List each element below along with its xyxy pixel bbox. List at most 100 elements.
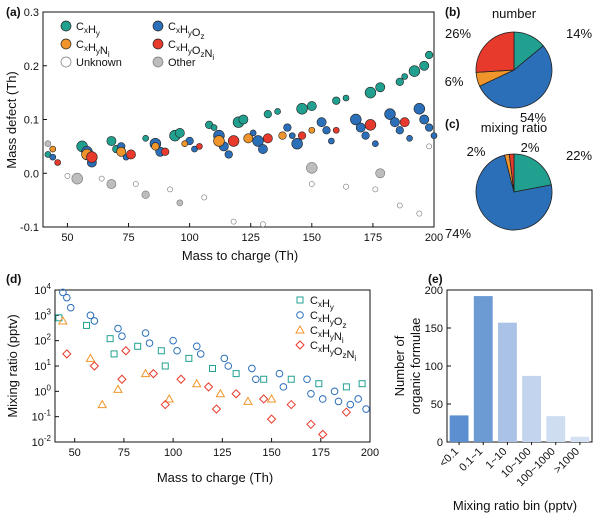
panel-a-point-CxHyOzNi — [332, 126, 340, 134]
panel-d-legend-marker-CxHyOz — [296, 311, 304, 319]
panel-a-point-CxHyOz — [49, 153, 57, 161]
panel-d-point-CxHyOz — [307, 389, 315, 398]
panel-a-point-Unknown — [167, 186, 173, 193]
panel-a-point-CxHyNi — [243, 133, 254, 144]
panel-a-point-CxHy — [401, 73, 408, 80]
panel-d-point-CxHy — [232, 370, 240, 378]
panel-a-point-Unknown — [98, 175, 105, 182]
panel-a-point-CxHyOzNi — [54, 159, 61, 166]
panel-a-point-CxHy — [395, 77, 404, 86]
panel-d-ytick-label: 103 — [34, 307, 51, 322]
panel-a-point-Unknown — [308, 181, 315, 187]
panel-a-ytick-label: 0.0 — [24, 168, 39, 180]
panel-e-ylabel-2: organic formulae — [408, 318, 423, 415]
panel-d-point-CxHyOz — [252, 375, 260, 384]
pie-label-CxHyOzNi: 2% — [521, 140, 540, 155]
panel-a-legend-marker-CxHyNi — [60, 38, 72, 50]
panel-a-point-CxHyOz — [355, 122, 366, 133]
panel-a-point-CxHyOz — [430, 132, 438, 139]
panel-d-point-CxHyNi — [85, 353, 96, 362]
panel-e-label: (e) — [428, 272, 443, 286]
panel-d-xlabel: Mass to charge (Th) — [157, 470, 273, 485]
panel-a-legend-marker-CxHyOzNi — [152, 38, 164, 50]
pie-label-CxHyOz: 74% — [445, 226, 471, 241]
panel-a-point-Unknown — [132, 181, 139, 187]
panel-a-point-CxHy — [332, 96, 341, 105]
panel-a-point-CxHy — [274, 108, 281, 115]
panel-d-legend-box — [292, 292, 362, 358]
panel-a-point-CxHyOz — [372, 140, 379, 147]
panel-d-legend-label-CxHyOzNi: CxHyOzNi — [310, 340, 356, 363]
panel-e-ytick-label: 200 — [425, 285, 443, 297]
panel-d-point-CxHy — [106, 335, 114, 343]
panel-a-points — [44, 50, 438, 228]
panel-a-point-CxHyOz — [249, 129, 257, 137]
panel-a-point-CxHy — [238, 114, 249, 125]
panel-d-ticks: 50 75 100 125 150 175 200 10-2 10-1 100 101 102 103 1… — [32, 282, 380, 459]
panel-a-xtick-label: 125 — [242, 232, 260, 244]
panel-a-point-CxHyOz — [413, 103, 426, 115]
panel-d-point-CxHyOz — [192, 342, 201, 351]
panel-e: (e) 050100150200<0.10.1~11~1010~100100~1… — [392, 272, 593, 513]
panel-d-label: (d) — [6, 272, 21, 286]
panel-a-point-CxHy — [364, 86, 377, 99]
panel-a-label: (a) — [6, 5, 21, 19]
panel-e-frame — [446, 289, 593, 443]
panel-a-ytick-label: 0.3 — [24, 7, 39, 19]
panel-a-ytick-label: -0.1 — [20, 222, 39, 234]
panel-a-legend-label-Unknown: Unknown — [76, 57, 122, 69]
panel-a-point-CxHyOzNi — [297, 131, 307, 140]
panel-a: (a) 50 75 100 125 150 175 200-0.10.00.10.20.3 … — [4, 5, 443, 263]
panel-a-point-CxHyOzNi — [399, 117, 410, 128]
panel-d-point-CxHyOzNi — [258, 394, 269, 404]
panel-c-title: mixing ratio — [481, 120, 547, 135]
panel-d-point-CxHyOzNi — [176, 374, 186, 384]
panel-a-point-Unknown — [416, 210, 423, 217]
panel-a-point-CxHyOzNi — [126, 149, 136, 160]
panel-d-point-CxHyOzNi — [266, 414, 277, 424]
panel-d-point-CxHyNi — [140, 368, 151, 378]
panel-d-point-CxHyNi — [191, 378, 202, 388]
panel-d-point-CxHyOzNi — [117, 374, 127, 384]
panel-a-ytick-label: 0.1 — [24, 115, 39, 127]
panel-c-pie: 22% 74% 2% 2% — [445, 140, 592, 241]
panel-d-ytick-label: 10-1 — [32, 409, 52, 424]
panel-a-point-CxHy — [419, 60, 430, 71]
panel-a-xlabel: Mass to charge (Th) — [182, 248, 298, 263]
panel-d-point-CxHy — [358, 380, 366, 388]
panel-d-point-CxHyOzNi — [160, 399, 170, 410]
pie-label-CxHy: 22% — [566, 148, 592, 163]
panel-a-xtick-label: 100 — [180, 232, 198, 244]
panel-d-point-CxHy — [83, 321, 90, 329]
panel-d-point-CxHy — [260, 375, 268, 383]
panel-a-legend: CxHy CxHyOz CxHyNi CxHyOzNi Unknown Other — [58, 18, 228, 78]
pie-label-CxHyOzNi: 26% — [445, 26, 471, 41]
panel-d-xtick-label: 150 — [262, 447, 280, 459]
panel-d-point-CxHyOz — [354, 395, 362, 403]
panel-d-point-CxHyOzNi — [341, 407, 352, 417]
panel-d-xtick-label: 100 — [164, 447, 182, 459]
panel-d-point-CxHyOz — [173, 346, 181, 355]
pie-label-CxHyNi: 6% — [445, 74, 464, 89]
panel-a-legend-label-CxHyOz: CxHyOz — [168, 21, 204, 41]
panel-d-ytick-label: 100 — [34, 383, 51, 398]
panel-a-point-CxHyNi — [116, 146, 127, 157]
panel-a-point-CxHy — [106, 136, 117, 146]
panel-a-point-Unknown — [426, 143, 433, 150]
panel-a-legend-box — [58, 18, 228, 78]
panel-a-xtick-label: 50 — [61, 232, 73, 244]
panel-d-point-CxHyOz — [334, 397, 343, 406]
panel-a-xtick-label: 200 — [425, 232, 443, 244]
panel-a-legend-label-CxHyNi: CxHyNi — [76, 39, 110, 59]
panel-d-point-CxHyNi — [113, 384, 123, 393]
panel-a-point-CxHyOz — [406, 135, 413, 142]
panel-a-point-CxHyOz — [350, 113, 362, 126]
panel-a-legend-marker-CxHyOz — [152, 20, 164, 32]
pie-label-CxHyOz: 54% — [520, 110, 546, 125]
panel-a-point-CxHyOz — [288, 132, 296, 139]
panel-d-point-CxHy — [209, 364, 216, 372]
panel-d-point-CxHyOzNi — [286, 399, 296, 410]
panel-d-point-CxHyOz — [303, 375, 311, 384]
